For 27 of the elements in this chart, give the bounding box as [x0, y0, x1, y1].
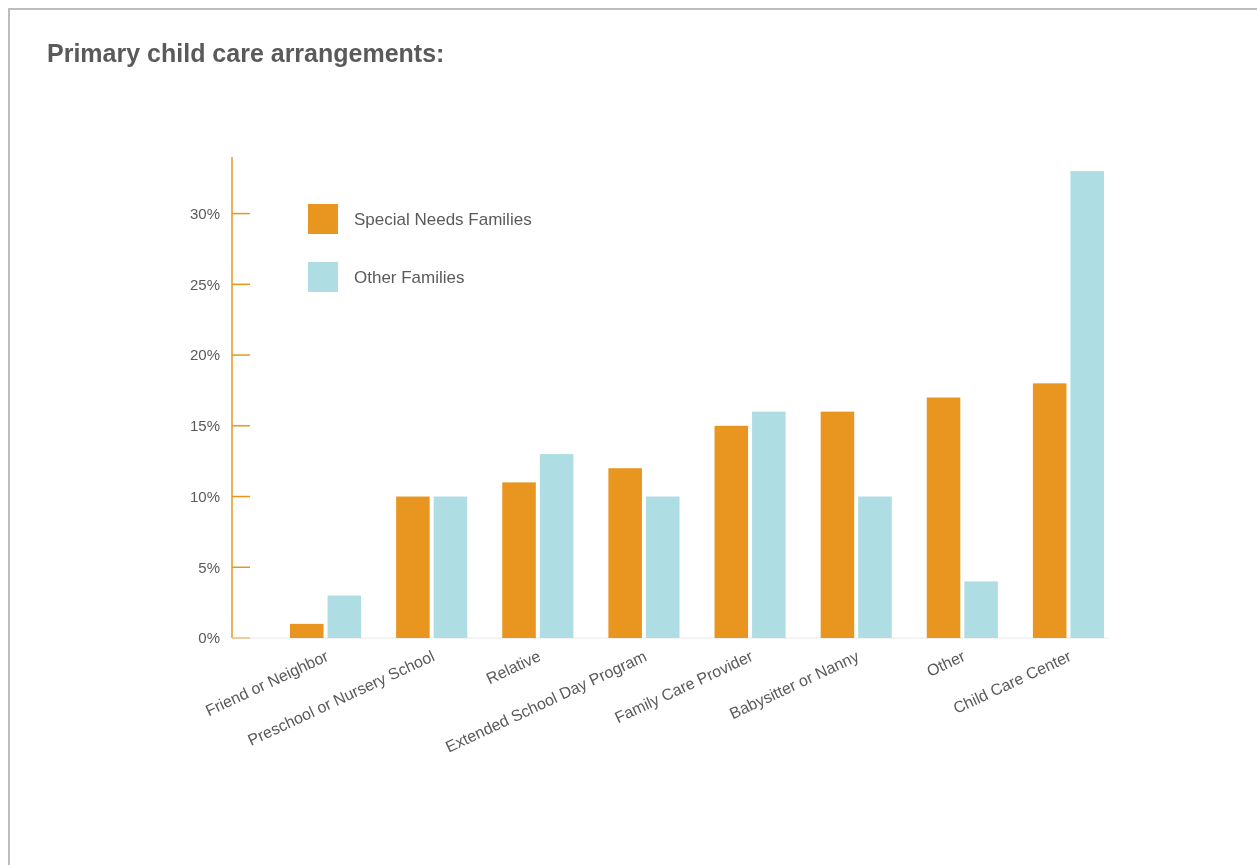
bar — [539, 454, 574, 638]
bar — [290, 623, 324, 638]
y-tick-label: 0% — [198, 629, 220, 647]
bar — [608, 468, 642, 638]
bar — [1070, 171, 1104, 638]
bar — [433, 496, 468, 638]
bar — [327, 595, 362, 638]
bar — [858, 496, 892, 638]
bar — [645, 496, 680, 638]
legend-label: Other Families — [354, 267, 465, 287]
bar — [502, 482, 536, 638]
y-tick-label: 30% — [189, 204, 220, 222]
bar — [1032, 383, 1067, 638]
bar — [714, 425, 749, 638]
chart-title: Primary child care arrangements: — [47, 39, 445, 67]
bar — [926, 397, 961, 638]
bar — [964, 581, 998, 638]
y-tick-label: 15% — [189, 417, 220, 435]
y-tick-label: 5% — [198, 558, 220, 576]
bar — [396, 496, 430, 638]
y-tick-label: 25% — [189, 275, 220, 293]
bar — [752, 411, 786, 638]
legend-label: Special Needs Families — [354, 209, 532, 229]
y-tick-label: 20% — [189, 346, 220, 364]
x-tick-label: Other — [924, 647, 969, 680]
bar — [820, 411, 855, 638]
y-tick-label: 10% — [189, 487, 220, 505]
